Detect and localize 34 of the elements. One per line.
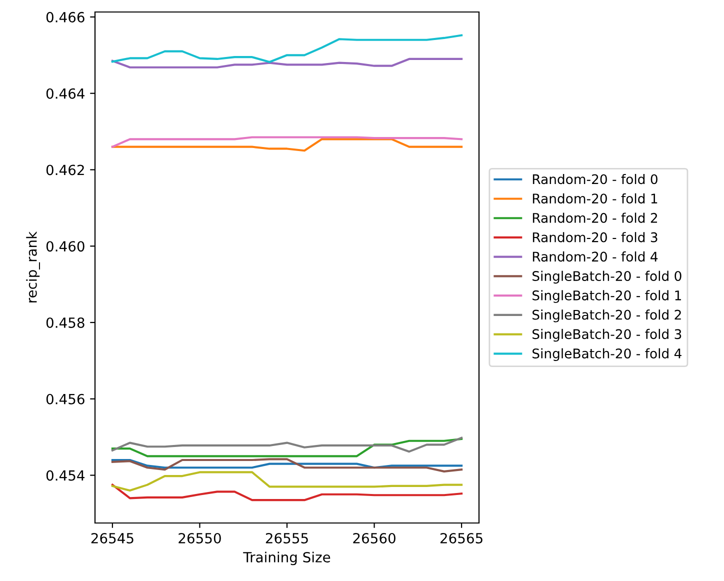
legend-label: Random-20 - fold 0: [532, 174, 658, 184]
y-tick-label: 0.460: [46, 241, 84, 252]
x-axis-title: Training Size: [243, 552, 330, 566]
line-series: [111, 58, 463, 68]
x-tick-label: 26565: [440, 532, 482, 544]
y-tick-label: 0.466: [46, 12, 84, 22]
line-series: [111, 436, 463, 453]
y-tick-label: 0.456: [46, 394, 84, 404]
x-tick-label: 26560: [353, 532, 396, 544]
line-series: [111, 458, 463, 469]
legend-label: SingleBatch-20 - fold 4: [532, 348, 682, 362]
x-tick-label: 26545: [91, 532, 134, 544]
legend-label: Random-20 - fold 2: [532, 212, 658, 223]
legend-label: Random-20 - fold 3: [532, 232, 658, 242]
line-series: [111, 438, 463, 458]
line-series: [111, 484, 463, 502]
y-tick-label: 0.462: [46, 164, 84, 176]
legend-label: SingleBatch-20 - fold 2: [532, 310, 681, 322]
y-tick-label: 0.454: [46, 470, 84, 481]
line-series: [111, 458, 463, 472]
line-series: [111, 136, 463, 148]
legend-label: SingleBatch-20 - fold 0: [532, 270, 682, 284]
line-series: [111, 138, 463, 152]
y-axis-title: recip_rank: [26, 231, 40, 302]
y-tick-label: 0.458: [46, 317, 84, 328]
legend-label: SingleBatch-20 - fold 3: [532, 328, 682, 342]
line-series: [111, 471, 463, 492]
x-tick-label: 26550: [178, 532, 221, 544]
y-tick-label: 0.464: [46, 88, 84, 99]
legend-label: SingleBatch-20 - fold 1: [532, 290, 681, 303]
line-series: [111, 34, 463, 64]
legend-label: Random-20 - fold 1: [532, 193, 658, 204]
legend-label: Random-20 - fold 4: [532, 251, 658, 262]
x-tick-label: 26555: [266, 532, 308, 544]
